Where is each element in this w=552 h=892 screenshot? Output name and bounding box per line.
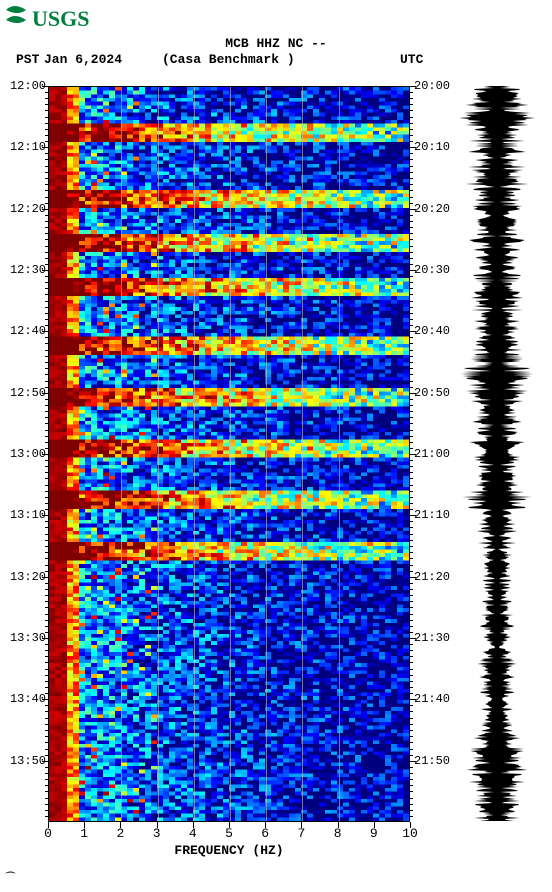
spectrogram-canvas <box>49 87 409 821</box>
waveform-panel <box>452 86 542 822</box>
usgs-logo: USGS <box>4 4 104 32</box>
xtick: 5 <box>225 826 233 841</box>
xtick: 1 <box>80 826 88 841</box>
ytick-right: 20:50 <box>414 386 464 400</box>
waveform-trace <box>459 86 535 821</box>
ytick-left: 13:00 <box>0 447 46 461</box>
ytick-right: 20:20 <box>414 202 464 216</box>
plot-area: 12:0012:1012:2012:3012:4012:5013:0013:10… <box>0 86 552 876</box>
ytick-left: 13:40 <box>0 692 46 706</box>
ytick-left: 12:20 <box>0 202 46 216</box>
ytick-right: 21:20 <box>414 570 464 584</box>
ytick-right: 20:00 <box>414 79 464 93</box>
tz-right: UTC <box>400 52 423 67</box>
footer-glyph: ⁀ <box>6 872 15 886</box>
xtick: 6 <box>261 826 269 841</box>
ytick-left: 12:10 <box>0 140 46 154</box>
x-axis-label: FREQUENCY (HZ) <box>48 843 410 858</box>
spectrogram-panel <box>48 86 410 822</box>
xtick: 7 <box>297 826 305 841</box>
ytick-left: 13:30 <box>0 631 46 645</box>
xtick: 4 <box>189 826 197 841</box>
tz-left: PST <box>16 52 39 67</box>
ytick-right: 21:40 <box>414 692 464 706</box>
xtick: 2 <box>116 826 124 841</box>
usgs-logo-text: USGS <box>32 6 89 31</box>
station-header: MCB HHZ NC -- <box>0 36 552 51</box>
date-label: Jan 6,2024 <box>44 52 122 67</box>
ytick-left: 13:10 <box>0 508 46 522</box>
xtick: 8 <box>334 826 342 841</box>
ytick-right: 21:50 <box>414 754 464 768</box>
xtick: 10 <box>402 826 418 841</box>
ytick-left: 12:40 <box>0 324 46 338</box>
site-label: (Casa Benchmark ) <box>162 52 295 67</box>
xtick: 0 <box>44 826 52 841</box>
ytick-right: 21:10 <box>414 508 464 522</box>
xtick: 9 <box>370 826 378 841</box>
ytick-right: 21:30 <box>414 631 464 645</box>
ytick-left: 12:00 <box>0 79 46 93</box>
ytick-right: 20:10 <box>414 140 464 154</box>
ytick-left: 12:30 <box>0 263 46 277</box>
xtick: 3 <box>153 826 161 841</box>
ytick-right: 20:30 <box>414 263 464 277</box>
ytick-left: 13:50 <box>0 754 46 768</box>
ytick-left: 12:50 <box>0 386 46 400</box>
ytick-right: 21:00 <box>414 447 464 461</box>
ytick-right: 20:40 <box>414 324 464 338</box>
ytick-left: 13:20 <box>0 570 46 584</box>
